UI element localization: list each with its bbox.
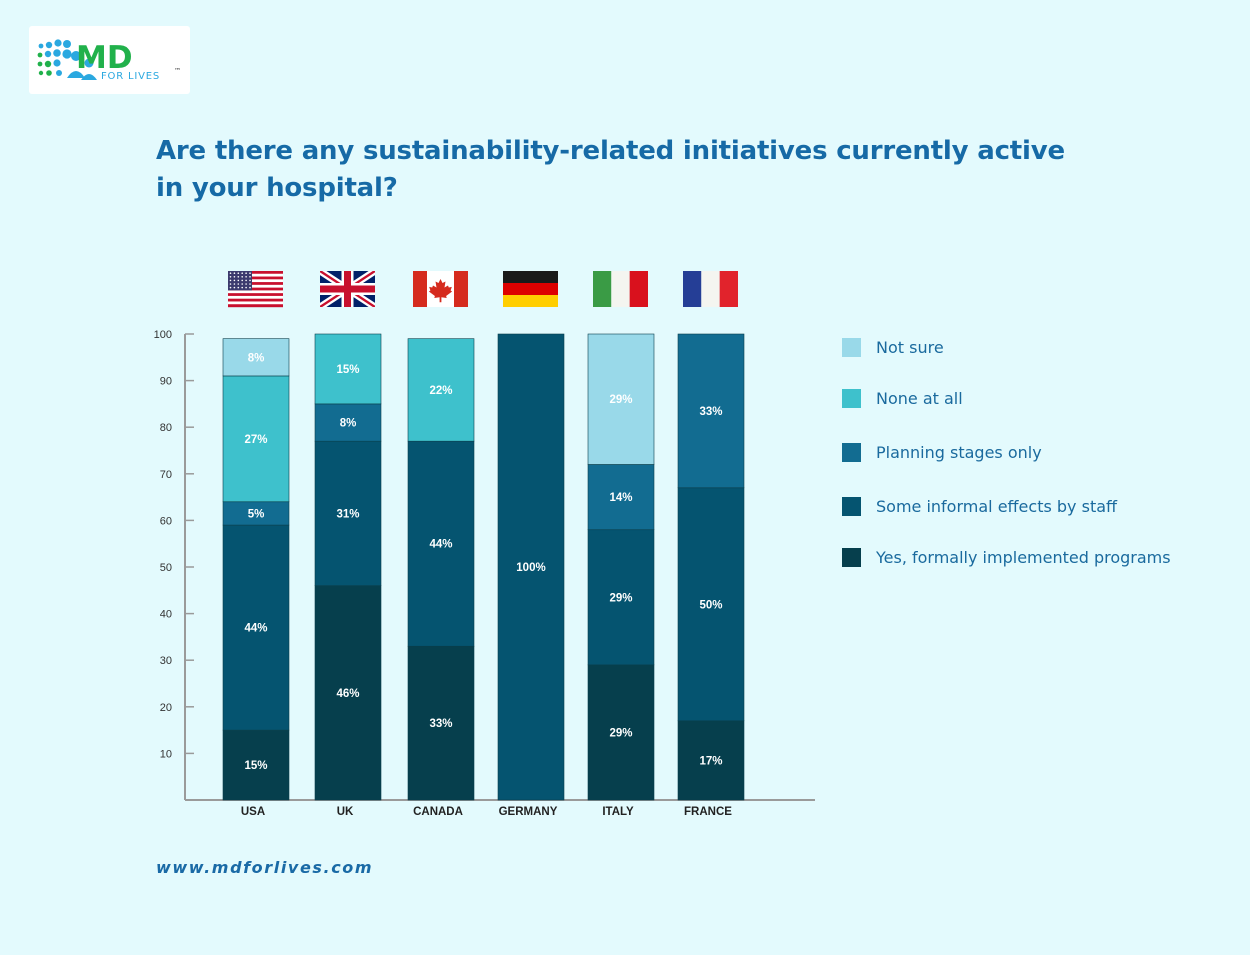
data-label: 29% [609, 592, 632, 604]
x-tick-label-uk: UK [337, 806, 354, 818]
legend-label: Some informal effects by staff [876, 496, 1118, 516]
legend-swatch-formal-programs [842, 547, 861, 567]
logo[interactable]: MD FOR LIVES ™ [29, 26, 190, 94]
germany-flag [503, 271, 558, 307]
bar-france-some-informal-effects-by-staff [677, 487, 745, 722]
x-tick-label-italy: ITALY [602, 806, 634, 818]
data-label: 46% [336, 688, 359, 700]
data-label: 22% [429, 385, 452, 397]
bar-canada-none-at-all [407, 338, 475, 442]
bar-uk-some-informal-effects-by-staff [314, 440, 382, 586]
usa-flag [228, 271, 283, 308]
legend-item-not-sure[interactable]: Not sure [842, 336, 944, 358]
bar-usa-yes-formally-implemented-programs [222, 729, 290, 801]
data-label: 5% [248, 508, 265, 520]
y-tick-label: 10 [160, 748, 172, 760]
legend-item-none-at-all[interactable]: None at all [842, 387, 963, 409]
y-tick-label: 50 [160, 562, 172, 574]
logo-md-text: MD [76, 40, 133, 76]
data-label: 29% [609, 727, 632, 739]
canada-flag [413, 271, 468, 307]
data-label: 44% [244, 623, 267, 635]
bar-uk-yes-formally-implemented-programs [314, 585, 382, 801]
data-label: 44% [429, 539, 452, 551]
data-label: 15% [336, 364, 359, 376]
bar-france-yes-formally-implemented-programs [677, 720, 745, 801]
bar-italy-planning-stages-only [587, 464, 655, 531]
y-tick-label: 80 [160, 422, 172, 434]
legend-label: Yes, formally implemented programs [876, 547, 1171, 567]
france-flag [683, 271, 738, 307]
y-tick-label: 60 [160, 515, 172, 527]
legend-swatch-not-sure [842, 337, 861, 357]
bar-usa-none-at-all [222, 375, 290, 503]
logo-sub-text: FOR LIVES [101, 71, 160, 82]
bar-italy-yes-formally-implemented-programs [587, 664, 655, 801]
legend-item-informal-efforts[interactable]: Some informal effects by staff [842, 495, 1117, 517]
bar-canada-some-informal-effects-by-staff [407, 440, 475, 647]
data-label: 100% [516, 562, 545, 574]
y-tick-label: 40 [160, 609, 172, 621]
bar-france-planning-stages-only [677, 333, 745, 489]
y-tick-label: 90 [160, 376, 172, 388]
x-tick-label-canada: CANADA [413, 806, 463, 818]
chart-bars: 15% 44% 5% 27% 8% USA 46% 31% 8% 15% UK 33% 44% 22% CA… [222, 333, 745, 818]
logo-trademark: ™ [174, 67, 181, 75]
data-label: 33% [699, 406, 722, 418]
bar-usa-not-sure [222, 338, 290, 377]
data-label: 8% [340, 418, 357, 430]
data-label: 29% [609, 394, 632, 406]
bar-italy-some-informal-effects-by-staff [587, 529, 655, 666]
data-label: 15% [244, 760, 267, 772]
data-label: 8% [248, 352, 265, 364]
legend-item-formal-programs[interactable]: Yes, formally implemented programs [842, 546, 1171, 568]
data-label: 31% [336, 508, 359, 520]
bar-canada-yes-formally-implemented-programs [407, 645, 475, 801]
bar-uk-none-at-all [314, 333, 382, 405]
y-tick-label: 70 [160, 469, 172, 481]
logo-mark: MD FOR LIVES ™ [37, 39, 181, 82]
data-label: 27% [244, 434, 267, 446]
y-tick-label: 30 [160, 655, 172, 667]
italy-flag [593, 271, 648, 307]
bar-usa-some-informal-effects-by-staff [222, 524, 290, 731]
legend-swatch-informal-efforts [842, 496, 861, 516]
legend-item-planning-stages[interactable]: Planning stages only [842, 441, 1042, 463]
bar-uk-planning-stages-only [314, 403, 382, 442]
footer-website-link[interactable]: www.mdforlives.com [156, 858, 374, 877]
legend-label: Not sure [876, 337, 944, 357]
x-tick-label-germany: GERMANY [499, 806, 558, 818]
legend-swatch-none-at-all [842, 388, 861, 408]
y-tick-label: 20 [160, 702, 172, 714]
data-label: 33% [429, 718, 452, 730]
chart-title: Are there any sustainability-related ini… [156, 136, 1065, 203]
data-label: 50% [699, 599, 722, 611]
uk-flag [320, 271, 375, 307]
x-tick-label-france: FRANCE [684, 806, 732, 818]
chart-flags [228, 271, 738, 308]
legend-label: Planning stages only [876, 442, 1042, 462]
x-tick-label-usa: USA [241, 806, 265, 818]
legend-swatch-planning-stages [842, 442, 861, 462]
bar-germany-some-informal-effects-by-staff [497, 333, 565, 801]
data-label: 17% [699, 755, 722, 767]
bar-italy-not-sure [587, 333, 655, 465]
y-tick-label: 100 [154, 329, 172, 341]
data-label: 14% [609, 492, 632, 504]
legend-label: None at all [876, 388, 963, 408]
